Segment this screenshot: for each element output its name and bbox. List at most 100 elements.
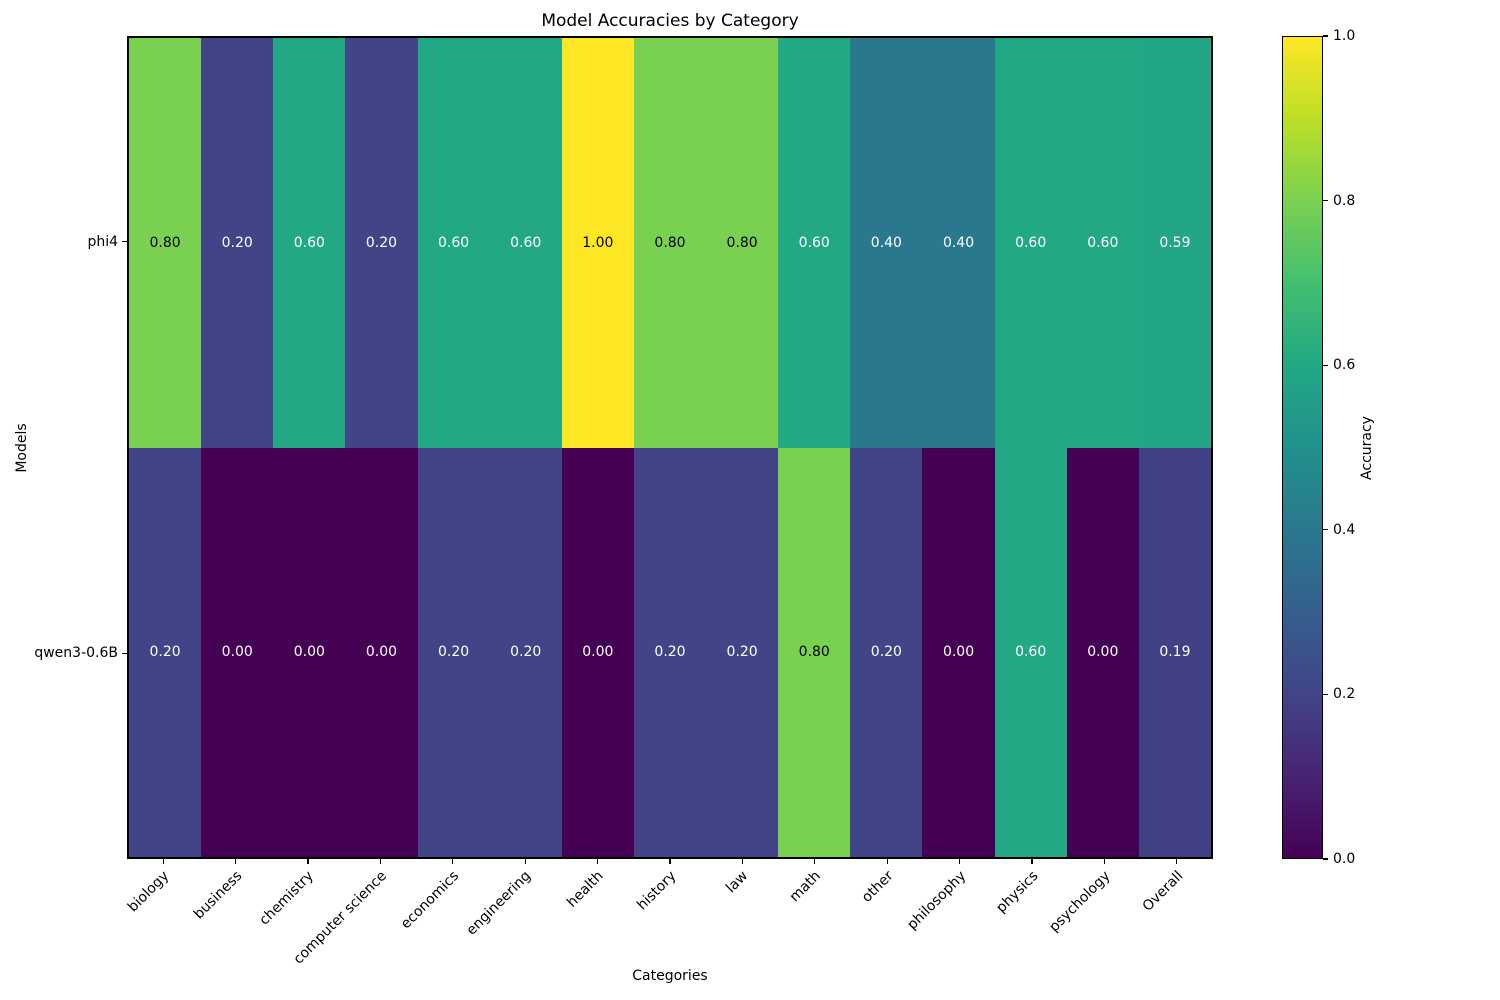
heatmap-cell-qwen3-0.6b-overall: 0.19 [1138, 447, 1211, 857]
colorbar-tick-label-0.8: 0.8 [1333, 192, 1356, 209]
x-tick-label-other: other [858, 868, 897, 906]
cell-value: 0.80 [726, 234, 758, 251]
heatmap-cell-phi4-psychology: 0.60 [1066, 38, 1139, 448]
heatmap-cell-phi4-philosophy: 0.40 [922, 38, 995, 448]
colorbar-label: Accuracy [1359, 416, 1375, 480]
x-tick-label-economics: economics [397, 868, 463, 933]
colorbar-tick-label-0.6: 0.6 [1333, 357, 1356, 374]
cell-value: 0.20 [726, 644, 758, 661]
heatmap-cell-phi4-engineering: 0.60 [489, 38, 562, 448]
heatmap-cell-phi4-health: 1.00 [561, 38, 634, 448]
heatmap-cell-phi4-chemistry: 0.60 [273, 38, 346, 448]
cell-value: 0.19 [1159, 644, 1191, 661]
x-tick-label-psychology: psychology [1046, 868, 1114, 936]
heatmap-cell-phi4-other: 0.40 [850, 38, 923, 448]
x-tick-mark [1176, 859, 1178, 864]
cell-value: 0.00 [365, 644, 398, 661]
heatmap-cell-qwen3-0.6b-psychology: 0.00 [1066, 447, 1139, 857]
heatmap-cell-qwen3-0.6b-other: 0.20 [850, 447, 923, 857]
y-axis-label: Models [14, 423, 30, 473]
heatmap-cell-qwen3-0.6b-computer-science: 0.00 [345, 447, 418, 857]
cell-value: 0.00 [582, 644, 614, 661]
y-tick-label-qwen3-0.6b: qwen3-0.6B [34, 645, 118, 662]
x-tick-label-history: history [633, 868, 680, 914]
x-tick-mark [162, 859, 164, 864]
cell-value: 1.00 [582, 234, 614, 251]
cell-value: 0.00 [1087, 644, 1119, 661]
cell-value: 0.60 [1015, 644, 1047, 661]
heatmap-cell-phi4-law: 0.80 [706, 38, 779, 448]
colorbar-tick-label-0.4: 0.4 [1333, 521, 1356, 538]
cell-value: 0.59 [1159, 234, 1191, 251]
x-tick-label-law: law [723, 868, 752, 897]
heatmap-cell-qwen3-0.6b-biology: 0.20 [129, 447, 202, 857]
cell-value: 0.00 [221, 644, 253, 661]
x-tick-label-engineering: engineering [463, 868, 535, 939]
heatmap-plot: 0.80 0.20 0.60 0.20 0.60 0.60 1.00 0.80 0.80 0.60… [127, 36, 1213, 859]
heatmap-cell-qwen3-0.6b-economics: 0.20 [417, 447, 490, 857]
colorbar-tick-mark [1323, 364, 1328, 366]
heatmap-cell-qwen3-0.6b-history: 0.20 [633, 447, 707, 857]
cell-value: 0.60 [510, 234, 542, 251]
x-tick-mark [307, 859, 309, 864]
heatmap-cell-qwen3-0.6b-health: 0.00 [561, 447, 634, 857]
cell-value: 0.20 [221, 234, 253, 251]
heatmap-cell-phi4-overall: 0.59 [1138, 38, 1211, 448]
x-tick-label-business: business [190, 868, 245, 923]
heatmap-cell-phi4-economics: 0.60 [417, 38, 490, 448]
cell-value: 0.20 [149, 644, 181, 661]
colorbar-tick-mark [1323, 529, 1328, 531]
heatmap-cell-qwen3-0.6b-physics: 0.60 [994, 447, 1067, 857]
heatmap-cell-qwen3-0.6b-philosophy: 0.00 [922, 447, 995, 857]
x-tick-mark [379, 859, 382, 864]
y-tick-label-phi4: phi4 [87, 233, 118, 250]
x-tick-mark [596, 859, 599, 864]
heatmap-cell-qwen3-0.6b-chemistry: 0.00 [273, 447, 346, 857]
x-tick-label-overall: Overall [1139, 868, 1187, 915]
cell-value: 0.60 [438, 234, 470, 251]
x-tick-label-math: math [786, 868, 825, 906]
x-tick-mark [741, 859, 744, 864]
x-tick-mark [234, 859, 237, 864]
x-tick-mark [669, 859, 671, 864]
heatmap-cell-phi4-history: 0.80 [633, 38, 707, 448]
x-tick-label-philosophy: philosophy [903, 868, 969, 934]
heatmap-cell-qwen3-0.6b-law: 0.20 [706, 447, 779, 857]
heatmap-cell-phi4-computer-science: 0.20 [345, 38, 418, 448]
x-tick-label-physics: physics [993, 868, 1042, 917]
x-tick-mark [1031, 859, 1033, 864]
cell-value: 0.60 [1087, 234, 1119, 251]
y-tick-mark [122, 241, 127, 243]
heatmap-cell-phi4-math: 0.60 [778, 38, 851, 448]
cell-value: 0.60 [293, 234, 325, 251]
heatmap-cell-qwen3-0.6b-business: 0.00 [201, 447, 274, 857]
x-tick-label-health: health [564, 868, 607, 911]
cell-value: 0.00 [942, 644, 975, 661]
x-tick-label-biology: biology [125, 868, 173, 916]
cell-value: 0.80 [149, 234, 181, 251]
colorbar-tick-label-1.0: 1.0 [1333, 28, 1356, 44]
x-tick-mark [524, 859, 526, 864]
cell-value: 0.20 [510, 644, 542, 661]
cell-value: 0.60 [798, 234, 830, 251]
x-tick-label-chemistry: chemistry [256, 868, 318, 929]
chart-title: Model Accuracies by Category [541, 11, 799, 31]
colorbar [1282, 36, 1323, 859]
cell-value: 0.40 [942, 234, 975, 251]
heatmap-cell-qwen3-0.6b-engineering: 0.20 [489, 447, 562, 857]
cell-value: 0.80 [798, 644, 830, 661]
cell-value: 0.40 [870, 234, 902, 251]
heatmap-cell-qwen3-0.6b-math: 0.80 [778, 447, 851, 857]
x-tick-mark [958, 859, 961, 864]
heatmap-cell-phi4-business: 0.20 [201, 38, 274, 448]
cell-value: 0.20 [365, 234, 398, 251]
cell-value: 0.20 [438, 644, 470, 661]
y-tick-mark [122, 652, 127, 654]
cell-value: 0.80 [654, 234, 686, 251]
colorbar-tick-label-0.0: 0.0 [1333, 851, 1356, 867]
cell-value: 0.20 [654, 644, 686, 661]
cell-value: 0.00 [293, 644, 325, 661]
x-tick-mark [1103, 859, 1106, 864]
x-axis-label: Categories [632, 968, 708, 984]
